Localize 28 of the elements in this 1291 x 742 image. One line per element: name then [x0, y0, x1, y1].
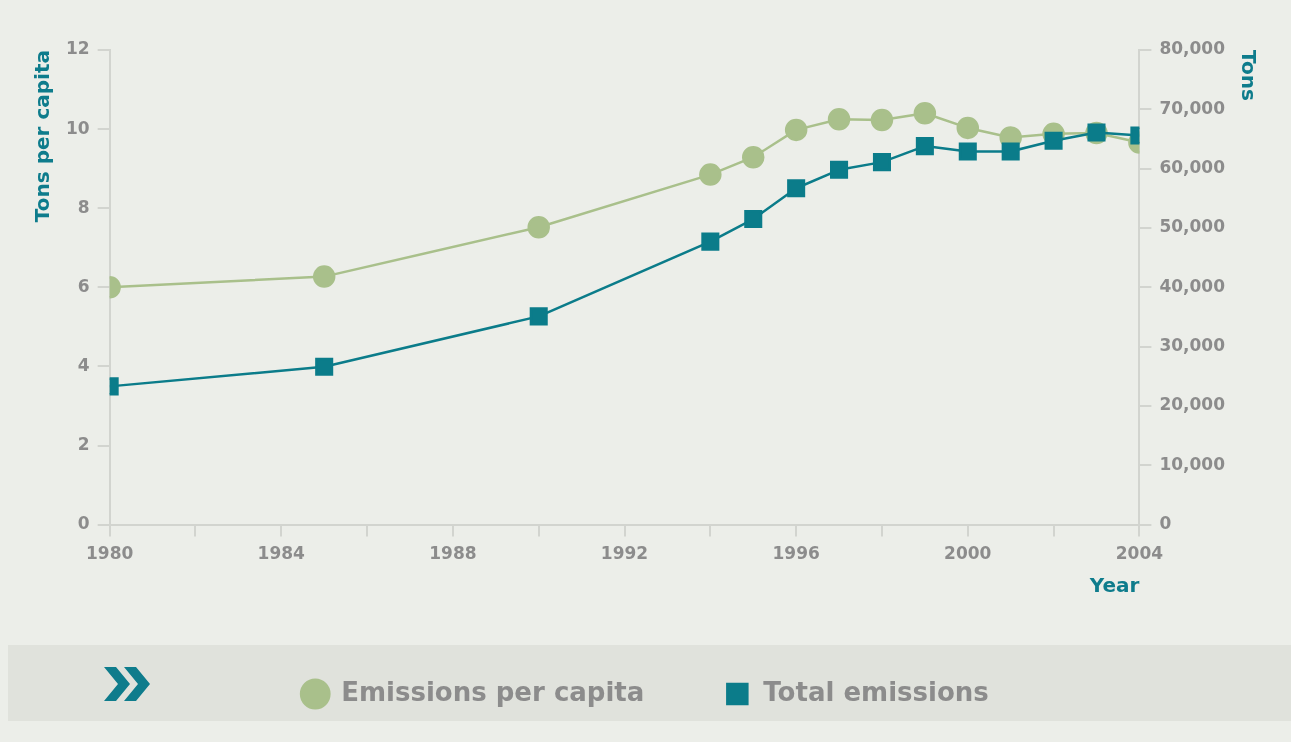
- y-tick-label: 12: [65, 38, 90, 59]
- legend-label: Total emissions: [763, 676, 989, 707]
- y-tick-label: 4: [77, 354, 90, 375]
- y-axis-title: Tons per capita: [30, 50, 55, 223]
- y2-axis-title: Tons: [1236, 50, 1261, 101]
- x-tick-label: 1992: [600, 543, 649, 564]
- x-tick-label: 1984: [257, 543, 306, 564]
- y-tick-label: 6: [77, 275, 90, 296]
- x-tick-label: 1980: [85, 543, 134, 564]
- y2-tick-label: 0: [1159, 513, 1172, 534]
- y2-tick-label: 50,000: [1159, 216, 1226, 237]
- legend-label: Emissions per capita: [341, 676, 645, 707]
- y2-tick-label: 70,000: [1159, 97, 1226, 118]
- y-tick-label: 2: [77, 433, 90, 454]
- x-tick-label: 1988: [429, 543, 477, 564]
- y2-tick-label: 40,000: [1159, 275, 1226, 296]
- y2-tick-label: 80,000: [1159, 38, 1226, 59]
- y-tick-label: 0: [77, 513, 90, 534]
- y2-tick-label: 10,000: [1159, 453, 1226, 474]
- x-tick-label: 1996: [772, 543, 820, 564]
- x-tick-label: 2000: [944, 543, 992, 564]
- x-axis-title: Year: [1088, 573, 1140, 598]
- y-tick-label: 10: [65, 117, 90, 138]
- x-tick-label: 2004: [1115, 543, 1164, 564]
- y2-tick-label: 30,000: [1159, 335, 1226, 356]
- y2-tick-label: 20,000: [1159, 394, 1226, 415]
- y-tick-label: 8: [77, 196, 90, 217]
- y2-tick-label: 60,000: [1159, 157, 1226, 178]
